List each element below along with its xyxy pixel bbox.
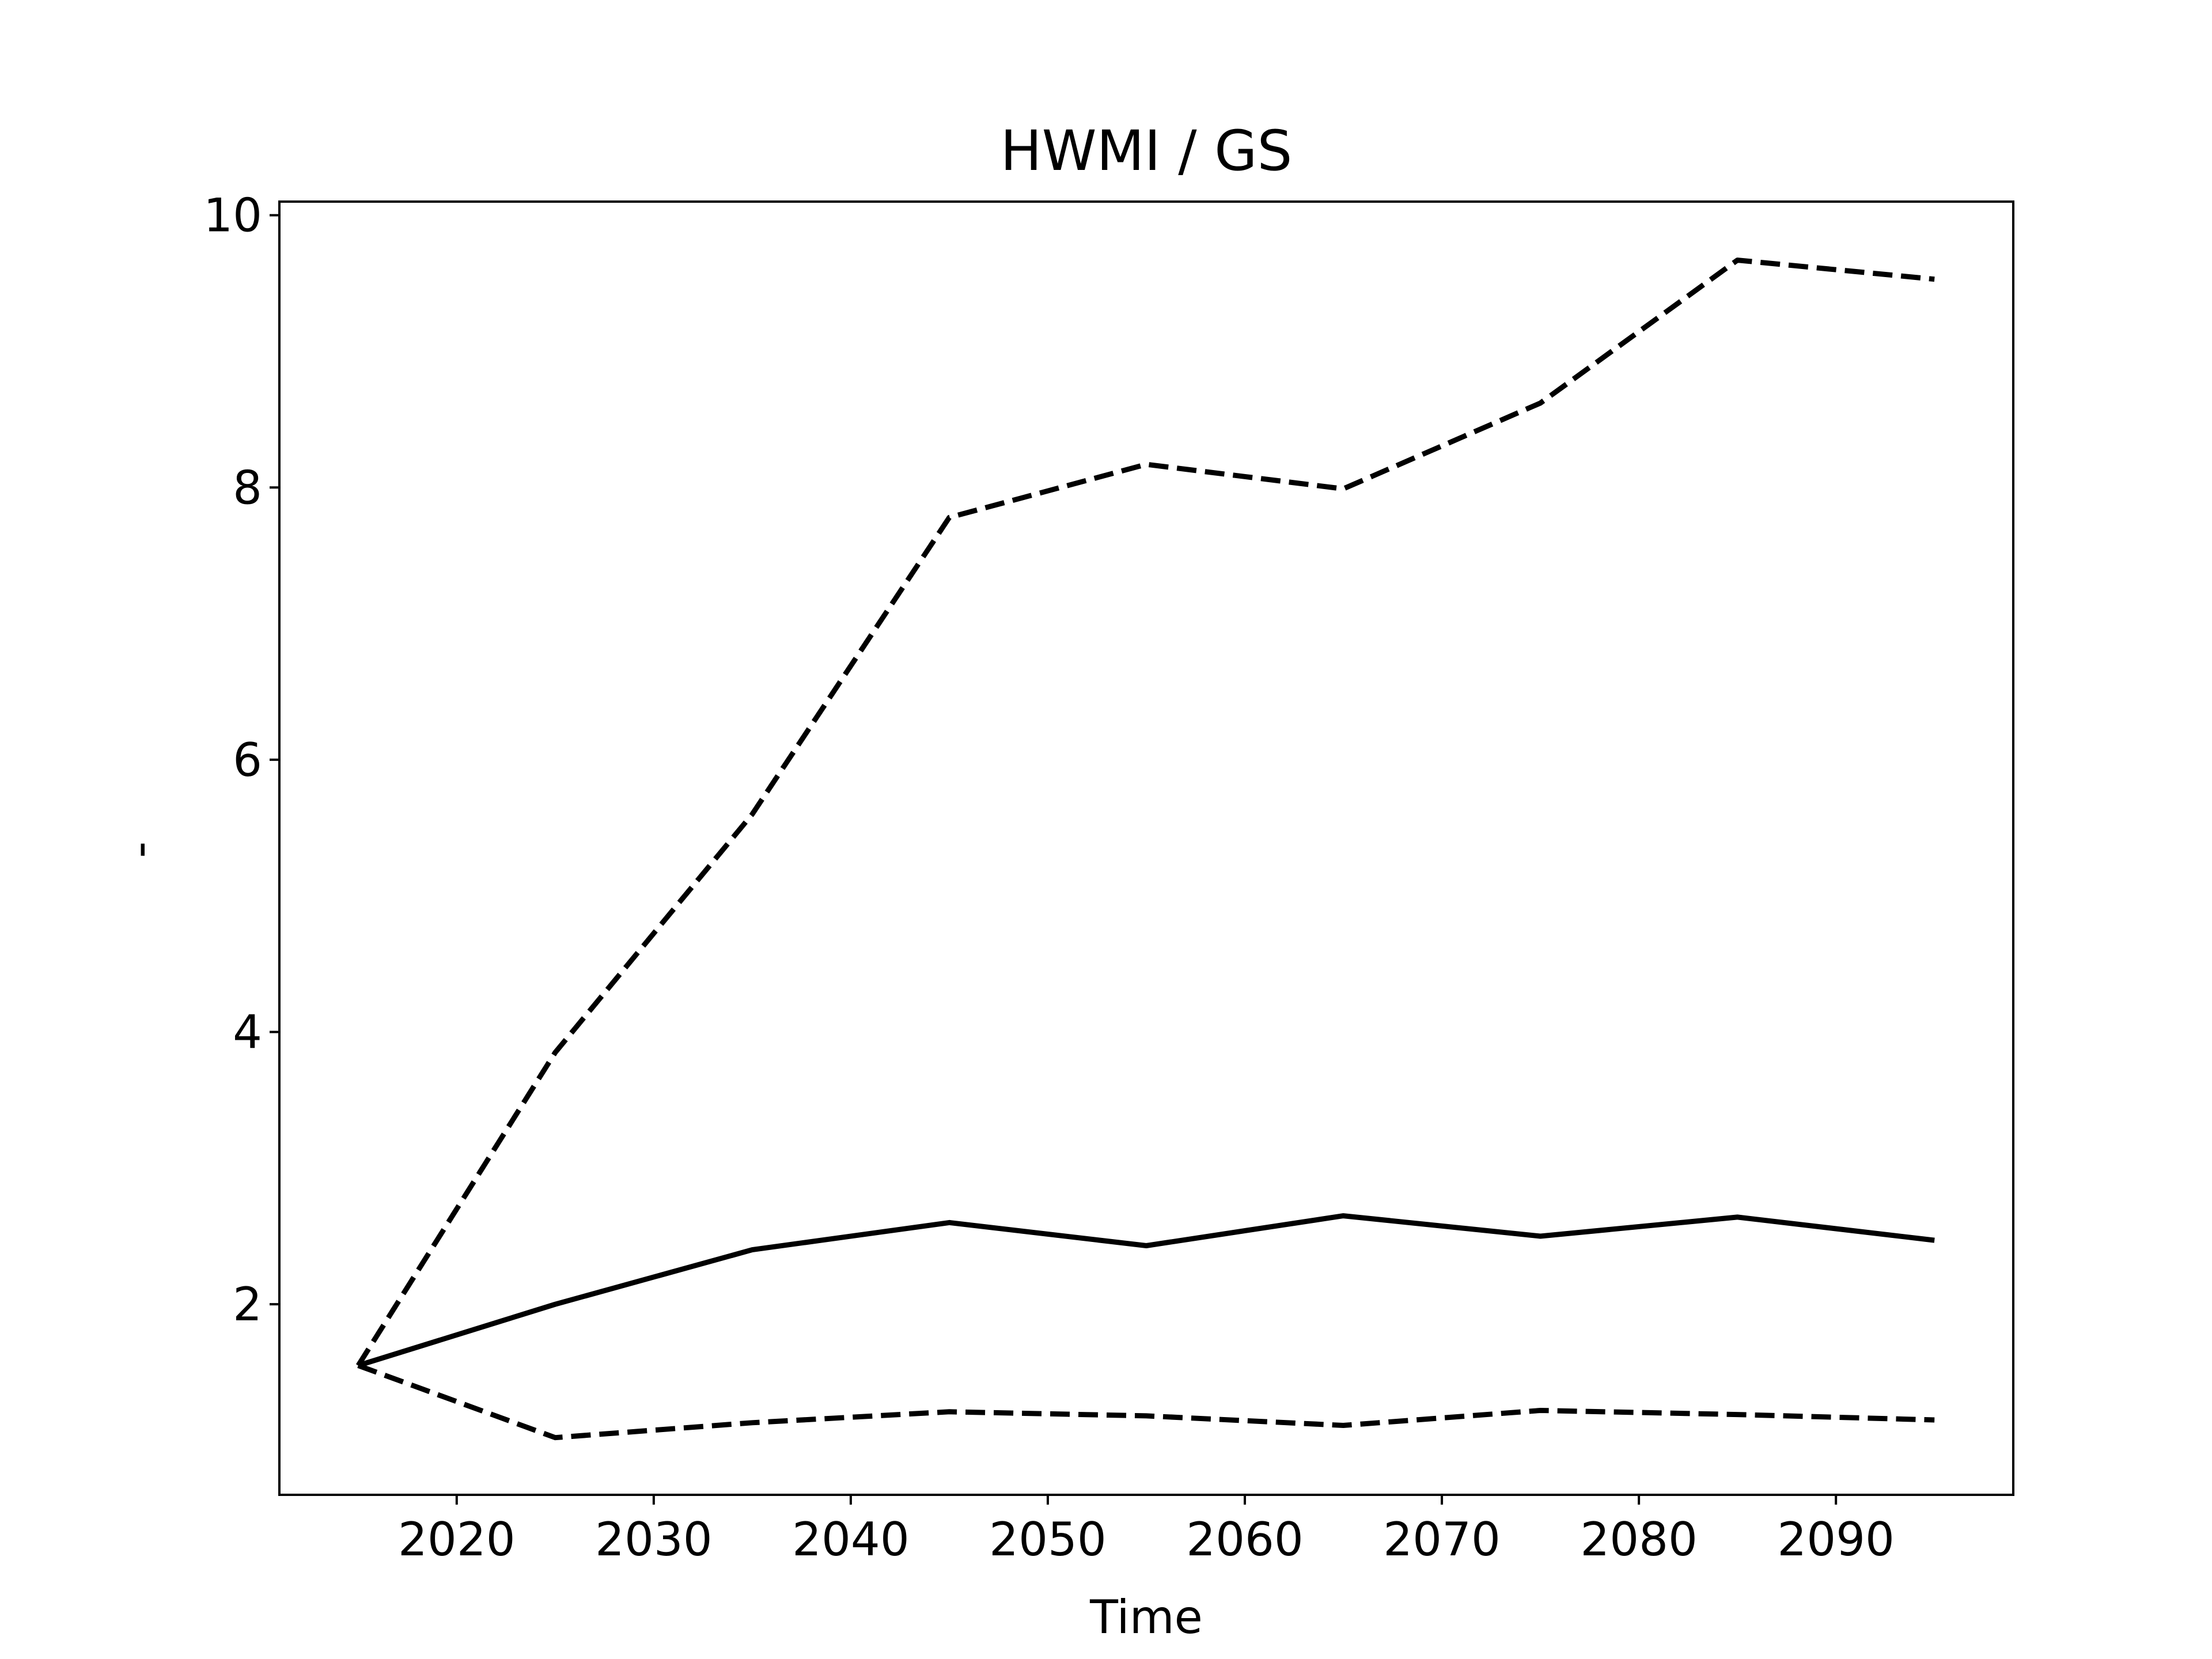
y-tick-label: 6 <box>233 733 262 787</box>
series-layer <box>355 257 1935 1441</box>
x-tick-label: 2080 <box>1580 1513 1698 1566</box>
y-axis: 2 4 6 8 10 <box>203 189 279 1331</box>
x-axis: 2020 2030 2040 2050 2060 2070 2080 2090 <box>398 1495 1895 1566</box>
x-tick-label: 2040 <box>792 1513 910 1566</box>
y-tick-label: 8 <box>233 461 262 514</box>
plot-frame <box>278 200 2014 1496</box>
series-line-2 <box>355 257 1935 1367</box>
chart-title: HWMI / GS <box>1001 119 1293 183</box>
x-axis-label: Time <box>1089 1590 1203 1644</box>
y-tick-label: 2 <box>233 1278 262 1331</box>
y-tick-label: 4 <box>233 1006 262 1059</box>
y-tick-label: 10 <box>203 189 262 243</box>
x-tick-label: 2060 <box>1186 1513 1304 1566</box>
x-tick-label: 2030 <box>595 1513 713 1566</box>
x-tick-label: 2070 <box>1383 1513 1501 1566</box>
x-tick-label: 2090 <box>1777 1513 1895 1566</box>
series-line-3 <box>357 1363 1935 1441</box>
x-tick-label: 2050 <box>989 1513 1107 1566</box>
x-tick-label: 2020 <box>398 1513 516 1566</box>
y-axis-label: - <box>113 842 166 858</box>
series-line-1 <box>357 1213 1935 1368</box>
